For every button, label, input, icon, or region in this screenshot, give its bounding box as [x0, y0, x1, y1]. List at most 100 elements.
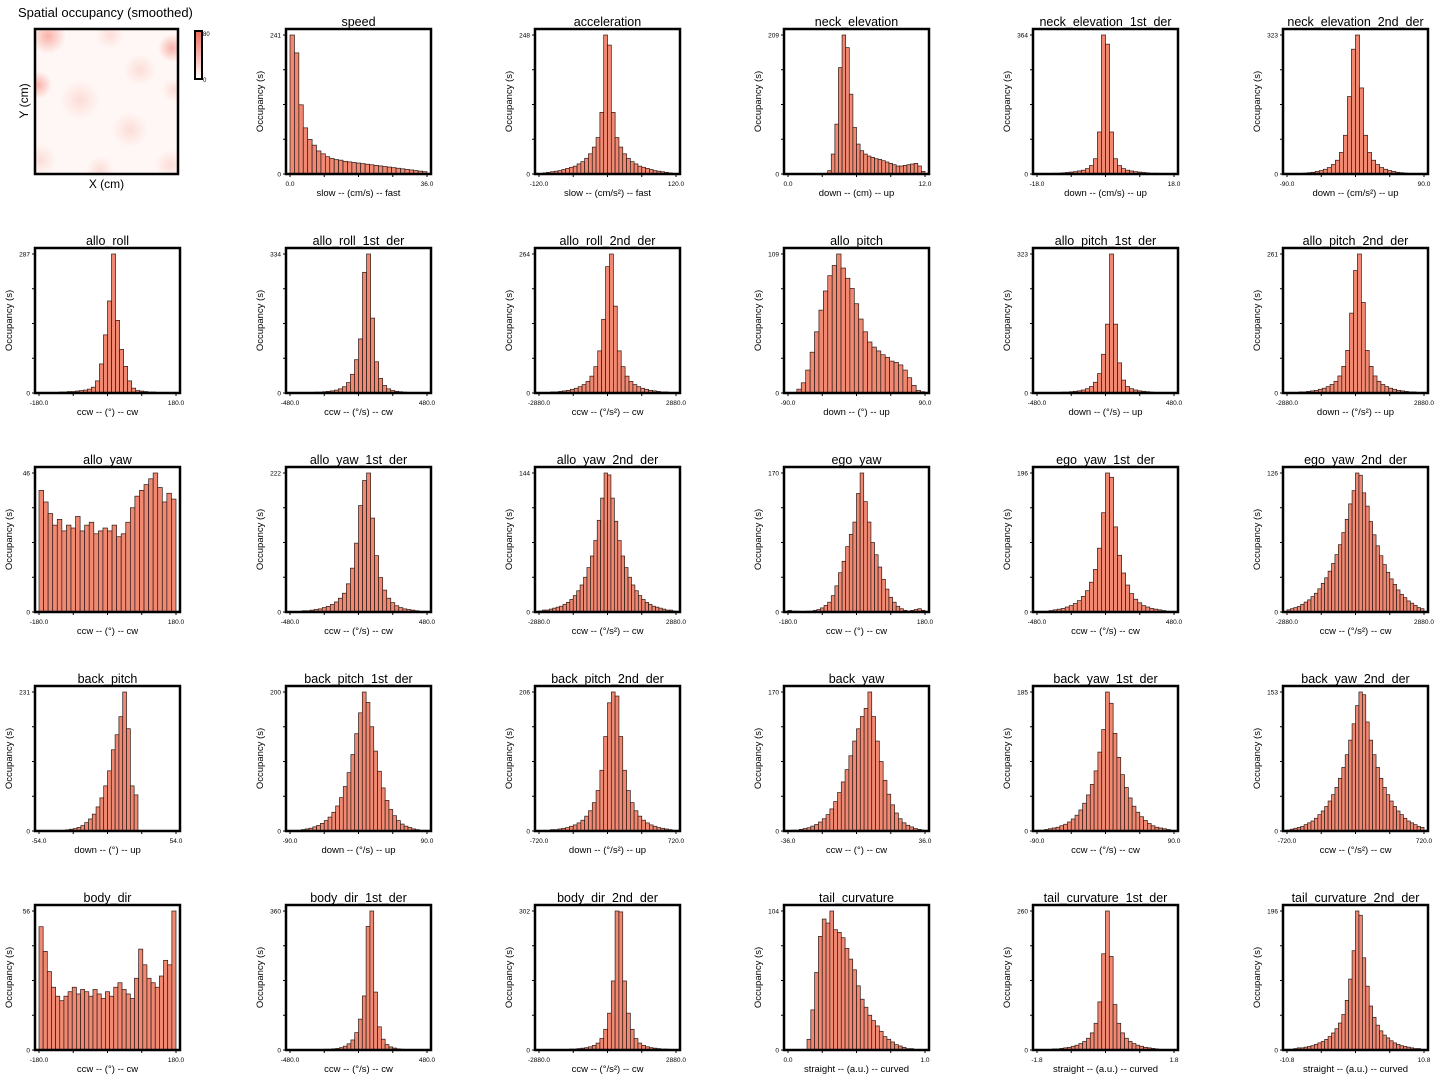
chart-28-bar-27 [1379, 1030, 1384, 1051]
chart-23-title: body_dir [84, 891, 132, 905]
chart-22-bar-11 [1324, 806, 1329, 832]
chart-25-bar-23 [626, 1012, 631, 1051]
chart-20-bar-21 [867, 691, 873, 832]
chart-28: tail_curvature_2nd_der Occupancy (s) 0 196 -… [1252, 891, 1431, 1075]
chart-22-bar-8 [1314, 817, 1319, 832]
chart-16-bar-19 [1351, 490, 1356, 613]
chart-16-bar-25 [1372, 534, 1377, 613]
chart-21-bar-20 [1112, 732, 1118, 832]
chart-0-bar-0 [289, 34, 295, 175]
chart-8-bar-17 [862, 331, 868, 394]
chart-21-xtick-label-min: -90.0 [1030, 838, 1045, 845]
chart-15-bar-23 [1129, 593, 1135, 613]
chart-27-bar-23 [1124, 1037, 1129, 1051]
chart-1-bar-23 [626, 157, 631, 175]
chart-5-ytick-label-0: 0 [26, 391, 30, 398]
chart-16-bar-11 [1324, 577, 1329, 613]
chart-22-xtick-label-max: 720.0 [1416, 838, 1433, 845]
chart-23-bar-8 [71, 986, 77, 1051]
chart-19-ytick-label-max: 206 [519, 690, 530, 697]
chart-22-bar-21 [1358, 691, 1363, 832]
chart-0-bar-18 [369, 164, 375, 175]
chart-1-bar-16 [599, 111, 605, 175]
chart-1-xtick-label-min: -120.0 [530, 181, 549, 188]
heatmap-xlabel: X (cm) [89, 177, 124, 191]
chart-16-bar-13 [1331, 563, 1336, 613]
chart-18-bar-22 [373, 750, 378, 832]
chart-7-bar-15 [597, 350, 602, 394]
chart-14-bar-17 [848, 533, 854, 613]
chart-16-bar-29 [1385, 571, 1391, 613]
chart-28-title: tail_curvature_2nd_der [1292, 891, 1420, 905]
chart-26-bar-19 [859, 998, 865, 1051]
chart-23-bar-6 [63, 995, 69, 1051]
chart-17-bar-24 [129, 785, 135, 832]
chart-11-bar-11 [88, 521, 95, 613]
chart-8-xtick-label-max: 90.0 [919, 400, 932, 407]
chart-23-ylabel: Occupancy (s) [4, 947, 15, 1008]
chart-14-bar-22 [866, 521, 872, 613]
chart-19-bar-12 [584, 815, 589, 832]
chart-22-bar-35 [1406, 820, 1411, 832]
chart-13-ytick-label-max: 144 [519, 471, 530, 478]
chart-14-bar-28 [888, 596, 893, 613]
heatmap-title: Spatial occupancy (smoothed) [18, 5, 193, 20]
chart-13-bar-21 [610, 497, 615, 613]
chart-11-bar-9 [79, 530, 86, 613]
chart-2: neck_elevation Occupancy (s) 0 209 0.0 12.0 do… [753, 15, 932, 199]
chart-9-bar-21 [1121, 379, 1126, 394]
chart-13-xtick-label-min: -2880.0 [528, 619, 550, 626]
chart-12-ytick-label-0: 0 [277, 610, 281, 617]
chart-8-bar-19 [871, 346, 877, 394]
chart-19-bar-21 [618, 736, 624, 832]
chart-11-bar-15 [107, 530, 113, 613]
chart-8-bar-8 [822, 290, 829, 394]
chart-16-bar-10 [1320, 582, 1326, 613]
chart-2-bar-15 [841, 34, 847, 175]
chart-12-bar-19 [366, 472, 371, 613]
chart-28-bar-24 [1368, 1005, 1373, 1051]
chart-15-bar-16 [1101, 512, 1106, 613]
chart-12-ylabel: Occupancy (s) [255, 509, 266, 570]
chart-28-ytick-label-max: 196 [1267, 909, 1278, 916]
chart-21-bar-26 [1135, 811, 1141, 832]
chart-12-bar-13 [342, 592, 347, 613]
chart-13-title: allo_yaw_2nd_der [557, 453, 658, 467]
chart-7-bar-24 [632, 384, 638, 394]
chart-4-bar-18 [1359, 87, 1364, 175]
chart-20-xlabel: ccw -- (°) -- cw [826, 845, 887, 856]
chart-18-bar-19 [361, 691, 367, 832]
chart-15-xtick-label-max: 480.0 [1166, 619, 1183, 626]
chart-14-bar-11 [827, 601, 832, 613]
chart-14-bar-19 [856, 493, 861, 613]
chart-17-ytick-label-0: 0 [26, 829, 30, 836]
chart-20-bar-25 [882, 779, 888, 832]
chart-19-bar-24 [629, 802, 635, 832]
chart-16-bar-28 [1382, 564, 1387, 613]
chart-20-bar-23 [875, 740, 880, 832]
chart-16-bar-23 [1365, 505, 1370, 613]
chart-5-xlabel: ccw -- (°) -- cw [77, 407, 138, 418]
chart-15-bar-11 [1080, 596, 1086, 613]
chart-26-bar-24 [878, 1030, 884, 1051]
chart-2-bar-24 [874, 158, 879, 175]
chart-16-bar-22 [1361, 492, 1367, 613]
chart-12-xlabel: ccw -- (°/s) -- cw [324, 626, 393, 637]
chart-8-bar-14 [849, 288, 855, 394]
chart-25-bar-16 [599, 1038, 605, 1051]
chart-21-xlabel: ccw -- (°/s) -- cw [1071, 845, 1140, 856]
chart-2-bar-13 [834, 123, 839, 175]
chart-10-bar-24 [1380, 384, 1386, 394]
chart-20-ytick-label-max: 170 [768, 690, 779, 697]
chart-4-xtick-label-max: 90.0 [1418, 181, 1431, 188]
chart-27-bar-22 [1120, 1032, 1125, 1051]
chart-5-bar-16 [103, 334, 108, 394]
chart-13-bar-13 [583, 576, 588, 613]
chart-27-bar-16 [1097, 1001, 1103, 1051]
chart-13-bar-22 [613, 520, 619, 613]
chart-19-bar-17 [603, 736, 608, 832]
chart-4-ytick-label-max: 323 [1267, 33, 1278, 40]
chart-8-bar-15 [853, 303, 860, 394]
chart-16-bar-5 [1303, 601, 1308, 613]
chart-17-ytick-label-max: 231 [19, 690, 30, 697]
